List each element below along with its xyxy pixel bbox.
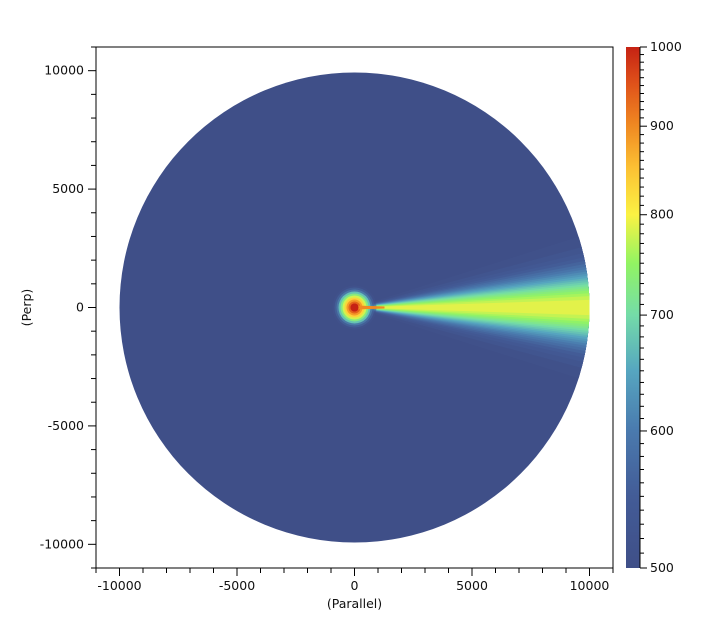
plume-contour [354,299,590,316]
x-tick-label: -10000 [97,578,141,593]
x-tick-label: -5000 [219,578,255,593]
x-tick-label: 5000 [456,578,488,593]
colorbar-tick-label: 600 [650,423,674,438]
source-point [350,303,359,312]
field-plot [119,72,590,543]
x-axis-label: (Parallel) [327,596,382,611]
colorbar-tick-label: 700 [650,307,674,322]
y-axis-label: (Perp) [19,289,34,327]
colorbar: 1000 900 800 700 600 500 [626,39,682,575]
plume-layers [332,229,590,386]
y-tick-label: 5000 [52,181,84,196]
y-tick-label: 0 [76,300,84,315]
x-tick-label: 10000 [570,578,610,593]
colorbar-tick-label: 900 [650,118,674,133]
y-tick-label: 10000 [44,63,84,78]
colorbar-tick-label: 1000 [650,39,682,54]
colorbar-tick-label: 500 [650,560,674,575]
y-tick-label: -10000 [40,536,84,551]
x-tick-label: 0 [351,578,359,593]
colorbar-gradient [626,47,640,568]
colorbar-tick-label: 800 [650,207,674,222]
x-axis: -10000 -5000 0 5000 10000 [95,568,614,593]
y-tick-label: -5000 [48,418,84,433]
y-axis: 10000 5000 0 -5000 -10000 [40,46,96,569]
source-jet [354,305,385,310]
